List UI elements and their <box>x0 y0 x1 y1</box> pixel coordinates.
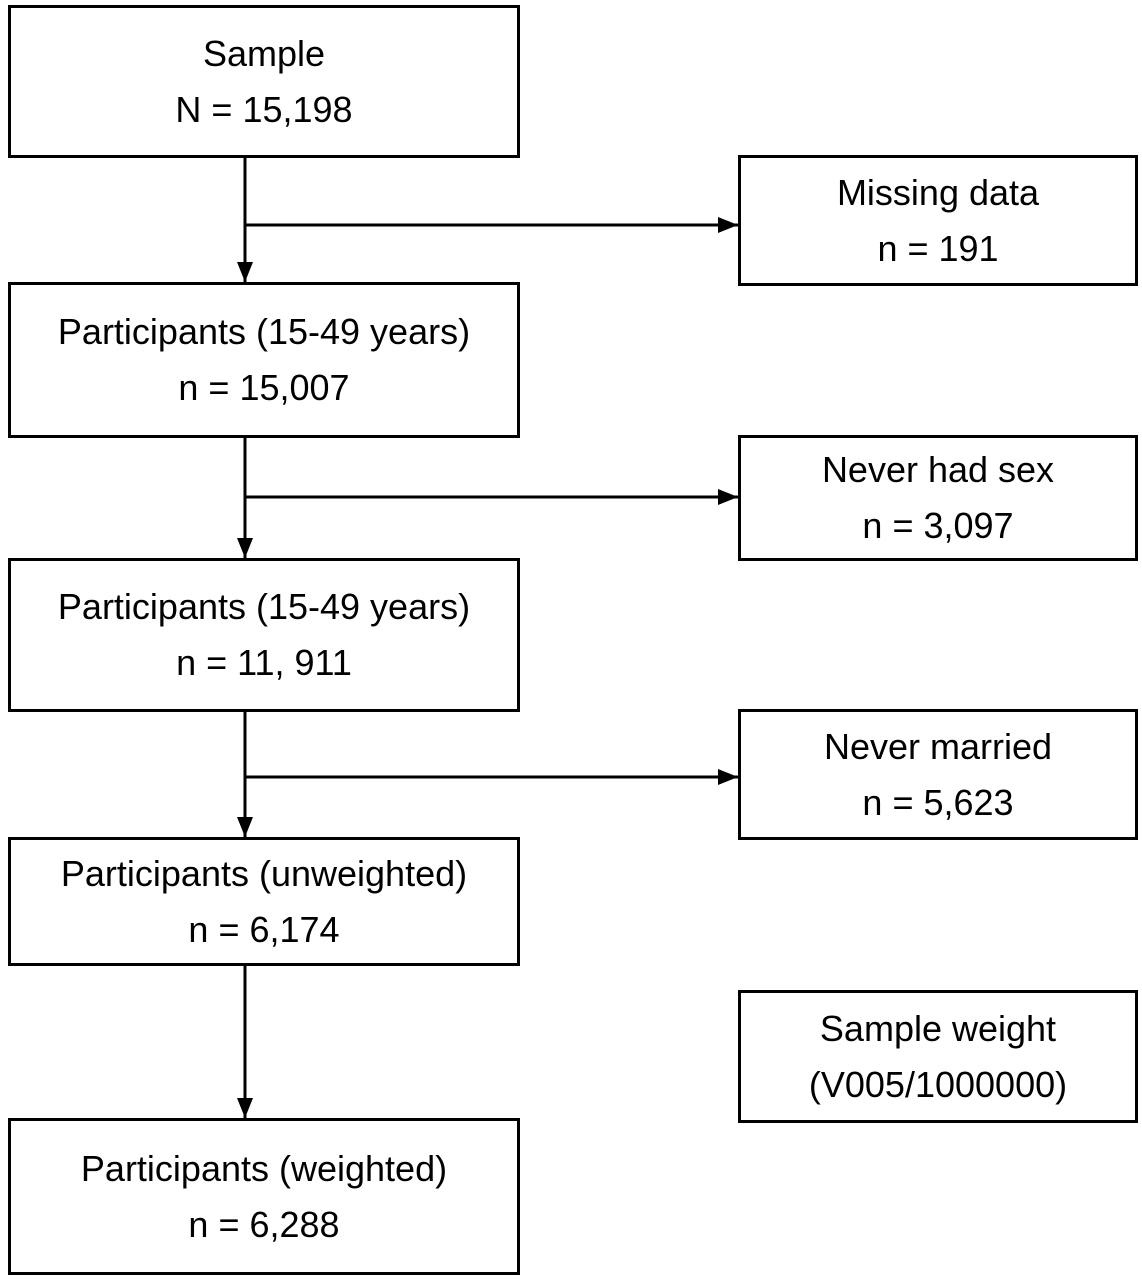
participants-weighted-box: Participants (weighted) n = 6,288 <box>8 1118 520 1275</box>
missing-data-box: Missing data n = 191 <box>738 155 1138 286</box>
sample-weight-formula: (V005/1000000) <box>808 1063 1068 1105</box>
never-had-sex-label: Never had sex <box>821 449 1055 490</box>
never-married-count: n = 5,623 <box>862 781 1014 823</box>
participants-had-sex-count: n = 11, 911 <box>176 642 352 683</box>
participants-weighted-label: Participants (weighted) <box>80 1147 448 1189</box>
never-married-label: Never married <box>823 725 1053 767</box>
participants-age-count: n = 15,007 <box>178 367 350 408</box>
sample-box: Sample N = 15,198 <box>8 5 520 158</box>
participants-had-sex-label: Participants (15-49 years) <box>57 586 471 627</box>
participants-weighted-count: n = 6,288 <box>188 1203 340 1245</box>
missing-data-label: Missing data <box>836 171 1040 213</box>
never-married-box: Never married n = 5,623 <box>738 709 1138 840</box>
never-had-sex-count: n = 3,097 <box>862 505 1014 546</box>
never-had-sex-box: Never had sex n = 3,097 <box>738 435 1138 561</box>
participants-unweighted-label: Participants (unweighted) <box>60 852 468 894</box>
sample-count: N = 15,198 <box>175 88 353 130</box>
missing-data-count: n = 191 <box>877 227 999 269</box>
participants-unweighted-box: Participants (unweighted) n = 6,174 <box>8 837 520 966</box>
sample-weight-label: Sample weight <box>819 1007 1057 1049</box>
participants-age-box: Participants (15-49 years) n = 15,007 <box>8 282 520 438</box>
participants-age-label: Participants (15-49 years) <box>57 311 471 352</box>
sample-weight-box: Sample weight (V005/1000000) <box>738 990 1138 1123</box>
participants-unweighted-count: n = 6,174 <box>188 908 340 950</box>
sample-label: Sample <box>202 32 326 74</box>
participants-had-sex-box: Participants (15-49 years) n = 11, 911 <box>8 558 520 712</box>
